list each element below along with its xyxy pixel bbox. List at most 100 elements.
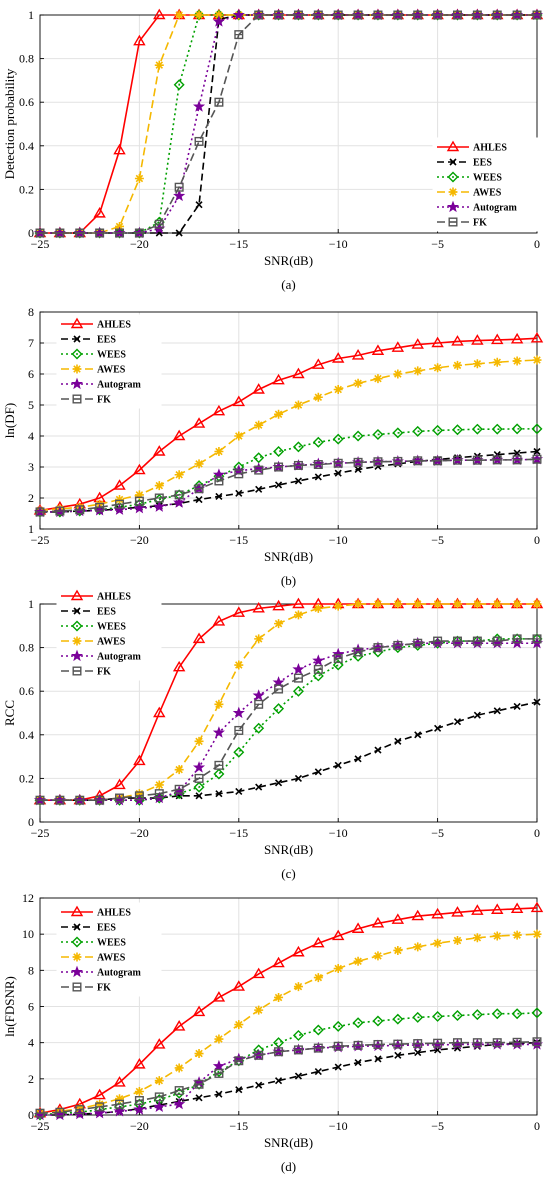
- data-point: [214, 476, 224, 486]
- data-point: [93, 206, 106, 218]
- legend-label: WEES: [97, 350, 126, 361]
- data-point: [512, 10, 522, 20]
- data-point: [392, 427, 404, 439]
- data-point: [471, 334, 484, 345]
- data-point: [174, 10, 184, 20]
- data-point: [510, 332, 524, 344]
- data-point: [255, 1081, 263, 1089]
- y-tick-label: 5: [28, 398, 34, 412]
- data-point: [272, 373, 285, 385]
- data-point: [353, 599, 363, 609]
- series-awes: [35, 929, 542, 1118]
- data-point: [55, 228, 65, 238]
- series-autogram: [33, 452, 544, 518]
- data-point: [192, 761, 206, 773]
- data-point: [331, 929, 345, 941]
- data-point: [232, 8, 245, 21]
- data-point: [154, 60, 164, 70]
- data-point: [472, 455, 482, 465]
- data-point: [353, 647, 363, 657]
- data-point: [194, 736, 204, 746]
- data-point: [153, 1038, 166, 1049]
- data-point: [294, 774, 303, 782]
- y-tick-label: 7: [28, 336, 34, 350]
- legend-label: AWES: [97, 365, 126, 376]
- data-point: [313, 392, 323, 402]
- data-point: [215, 790, 223, 798]
- data-point: [115, 221, 125, 231]
- legend-label: FK: [97, 667, 111, 678]
- legend-marker: [72, 636, 82, 646]
- legend-marker: [72, 982, 82, 992]
- data-point: [254, 1050, 264, 1060]
- data-point: [333, 10, 343, 20]
- data-point: [313, 664, 323, 674]
- data-point: [452, 599, 462, 609]
- data-point: [374, 746, 382, 754]
- y-tick-label: 12: [22, 891, 34, 905]
- data-point: [214, 1034, 224, 1044]
- data-point: [234, 660, 244, 670]
- data-point: [113, 479, 126, 490]
- data-point: [212, 1059, 225, 1072]
- y-tick-label: 1: [28, 597, 34, 611]
- data-point: [412, 1011, 424, 1023]
- data-point: [212, 404, 226, 416]
- data-point: [95, 1102, 105, 1112]
- data-point: [274, 481, 283, 489]
- data-point: [333, 1041, 343, 1051]
- legend-marker: [71, 936, 83, 948]
- data-point: [372, 428, 384, 440]
- chart-caption: (c): [281, 866, 295, 881]
- data-point: [195, 1094, 203, 1102]
- x-tick-label: 0: [534, 533, 540, 547]
- data-point: [75, 1105, 85, 1115]
- data-point: [173, 189, 186, 202]
- x-axis-label: SNR(dB): [264, 549, 313, 564]
- data-point: [451, 424, 463, 436]
- data-point: [373, 1039, 383, 1049]
- data-point: [294, 1072, 303, 1080]
- data-point: [174, 784, 184, 794]
- data-point: [154, 1076, 164, 1086]
- legend-marker: [71, 620, 83, 632]
- data-point: [214, 97, 224, 107]
- data-point: [115, 495, 125, 505]
- data-point: [371, 344, 385, 355]
- legend: AHLES EES WEES AWES Autogram FK: [56, 586, 162, 681]
- data-point: [154, 219, 164, 229]
- data-point: [172, 429, 186, 441]
- data-point: [531, 1007, 543, 1019]
- data-point: [134, 490, 144, 500]
- series-line: [39, 1040, 538, 1114]
- data-point: [452, 360, 462, 370]
- data-point: [451, 335, 464, 346]
- data-point: [493, 707, 501, 715]
- y-axis-label: RCC: [2, 700, 17, 726]
- x-tick-label: −15: [229, 1119, 248, 1133]
- y-tick-label: 8: [28, 963, 34, 977]
- data-point: [273, 703, 285, 715]
- y-tick-label: 0.6: [19, 684, 34, 698]
- data-point: [153, 445, 166, 456]
- data-point: [492, 455, 502, 465]
- series-line: [40, 701, 538, 802]
- data-point: [35, 228, 45, 238]
- data-point: [75, 228, 85, 238]
- data-point: [192, 1005, 206, 1017]
- data-point: [413, 942, 423, 952]
- y-tick-label: 4: [28, 429, 34, 443]
- data-point: [491, 903, 504, 914]
- data-point: [513, 702, 521, 711]
- legend-label: Autogram: [97, 380, 142, 391]
- legend: AHLES EES WEES AWES Autogram FK: [432, 137, 538, 232]
- data-point: [333, 458, 343, 468]
- data-point: [154, 1092, 164, 1102]
- data-point: [213, 768, 225, 780]
- data-point: [154, 780, 164, 790]
- data-point: [354, 755, 362, 763]
- data-point: [392, 1013, 404, 1025]
- plot-frame: [39, 311, 538, 530]
- data-point: [353, 956, 363, 966]
- data-point: [133, 1057, 146, 1069]
